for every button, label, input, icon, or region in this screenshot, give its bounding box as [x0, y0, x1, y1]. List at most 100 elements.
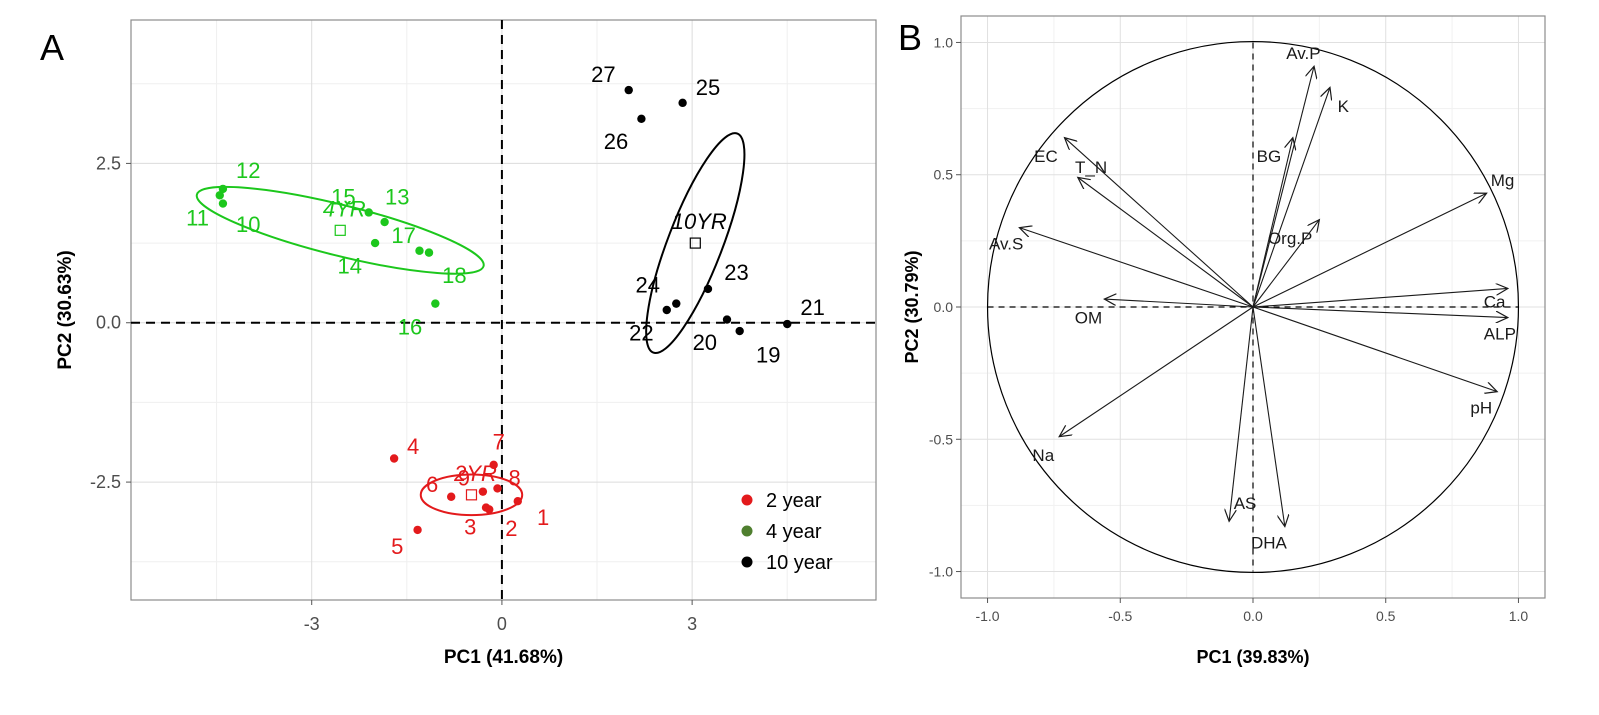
sample-point — [370, 238, 380, 248]
loading-arrow — [1252, 306, 1497, 392]
loading-label: ALP — [1484, 324, 1516, 343]
loading-vector-ph: pH — [1252, 306, 1497, 418]
panel-b-x-tick-label: -1.0 — [975, 608, 999, 624]
panel-b-x-tick-label: 0.0 — [1243, 608, 1263, 624]
loading-vector-ca: Ca — [1252, 288, 1508, 312]
loading-vector-dha: DHA — [1251, 306, 1288, 552]
sample-point — [478, 487, 488, 496]
loading-label: Ca — [1484, 293, 1506, 312]
loading-label: T_N — [1075, 158, 1107, 177]
sample-label: 4 — [407, 434, 419, 459]
panel-a-y-tick-label: -2.5 — [90, 472, 121, 492]
loading-label: Org.P — [1268, 229, 1312, 248]
loading-arrow — [1019, 228, 1254, 308]
sample-label: 24 — [636, 273, 660, 298]
loading-vector-bg: BG — [1252, 138, 1293, 308]
group-label: 4YR — [323, 196, 366, 221]
loading-label: OM — [1075, 309, 1102, 328]
sample-label: 19 — [756, 343, 780, 368]
loading-label: BG — [1257, 147, 1282, 166]
sample-point — [481, 503, 491, 512]
group-centroid — [465, 489, 478, 501]
panel-b-y-tick-label: -0.5 — [929, 431, 953, 447]
sample-point — [431, 299, 440, 308]
sample-point — [415, 246, 424, 255]
loading-arrow — [1252, 138, 1293, 308]
panel-b-y-tick-label: 0.5 — [934, 167, 954, 183]
loading-label: pH — [1470, 399, 1492, 418]
sample-label: 13 — [385, 185, 409, 210]
panel-b-x-axis-title: PC1 (39.83%) — [1196, 647, 1309, 667]
sample-label: 3 — [464, 515, 476, 540]
sample-label: 26 — [604, 129, 628, 154]
loading-label: Mg — [1491, 171, 1515, 190]
loading-label: Av.P — [1286, 44, 1320, 63]
sample-label: 12 — [236, 158, 260, 183]
legend-key — [741, 494, 753, 506]
loading-arrow — [1078, 177, 1254, 308]
series-4-year: 4YR 10 11 12 13 14 15 16 17 18 — [186, 158, 485, 340]
loading-vector-mg: Mg — [1252, 171, 1515, 308]
group-label: 10YR — [672, 209, 727, 234]
panel-a-label: A — [40, 27, 64, 68]
panel-a-x-tick-label: 3 — [687, 614, 697, 634]
loading-vector-k: K — [1252, 87, 1350, 308]
legend-label: 10 year — [766, 552, 833, 574]
loading-label: Av.S — [989, 235, 1023, 254]
loading-label: DHA — [1251, 533, 1288, 552]
sample-point — [424, 248, 434, 257]
sample-point — [218, 184, 228, 194]
panel-a-x-tick-label: -3 — [304, 614, 320, 634]
confidence-ellipse — [195, 185, 485, 275]
loading-arrow — [1252, 306, 1285, 527]
sample-label: 1 — [537, 505, 549, 530]
sample-label: 17 — [391, 223, 415, 248]
legend-label: 4 year — [766, 521, 822, 543]
sample-point — [783, 319, 792, 329]
loading-label: Na — [1032, 446, 1054, 465]
sample-label: 20 — [693, 330, 717, 355]
sample-label: 5 — [391, 534, 403, 559]
confidence-ellipse — [645, 132, 746, 355]
sample-label: 8 — [508, 466, 520, 491]
sample-label: 6 — [426, 472, 438, 497]
loading-arrow — [1252, 306, 1508, 318]
loading-arrow — [1229, 306, 1254, 521]
legend-key — [741, 525, 753, 537]
sample-label: 2 — [505, 516, 517, 541]
sample-label: 21 — [800, 295, 824, 320]
sample-point — [413, 525, 422, 535]
group-centroid — [689, 237, 701, 249]
panel-b-label: B — [898, 17, 922, 58]
sample-point — [735, 326, 744, 336]
panel-a-frame — [130, 19, 877, 601]
sample-label: 27 — [591, 62, 615, 87]
sample-point — [364, 208, 373, 217]
sample-label: 22 — [629, 320, 653, 345]
panel-a-y-tick-label: 0.0 — [96, 313, 121, 333]
loading-vector-as: AS — [1229, 306, 1256, 521]
group-centroid — [334, 224, 346, 236]
panel-b-y-tick-label: 1.0 — [934, 34, 954, 50]
sample-point — [489, 460, 498, 470]
sample-point — [493, 484, 502, 493]
loading-vector-alp: ALP — [1252, 306, 1516, 343]
sample-label: 7 — [493, 429, 505, 454]
loading-vector-om: OM — [1075, 299, 1254, 328]
loading-arrow — [1252, 220, 1319, 308]
sample-point — [722, 315, 732, 324]
panel-a-x-axis-title: PC1 (41.68%) — [444, 647, 563, 668]
panel-a-x-tick-label: 0 — [497, 614, 507, 634]
sample-label: 25 — [696, 75, 720, 100]
loading-vector-ec: EC — [1034, 138, 1254, 308]
panel-b-x-tick-label: 1.0 — [1509, 608, 1529, 624]
loading-vector-na: Na — [1032, 306, 1254, 465]
panel-a-legend: 2 year 4 year 10 year — [741, 490, 833, 574]
confidence-ellipse — [419, 473, 524, 517]
panel-a-plot-area — [131, 20, 876, 600]
loading-arrow — [1252, 288, 1508, 308]
sample-point — [380, 217, 389, 227]
sample-label: 16 — [398, 315, 422, 340]
sample-point — [703, 284, 713, 294]
